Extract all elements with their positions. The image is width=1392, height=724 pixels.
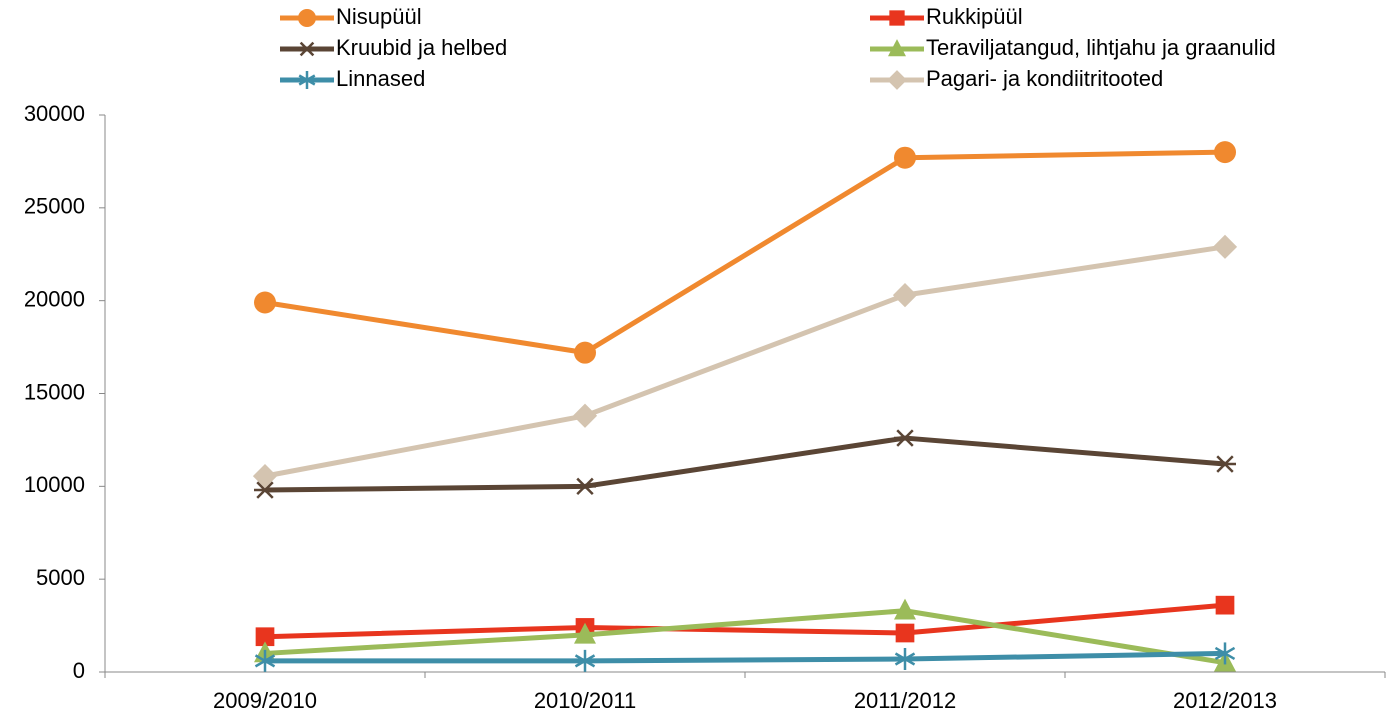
legend-label: Pagari- ja kondiitritooted [926,66,1163,91]
marker [574,622,596,644]
marker-shape [1212,234,1238,259]
marker [888,39,906,57]
marker [1215,595,1235,615]
marker [574,649,596,672]
marker [1214,455,1236,473]
y-tick-label: 20000 [24,286,85,311]
marker-shape [574,622,596,644]
marker-stroke [254,654,276,668]
marker-shape [1214,141,1236,164]
marker [895,623,915,643]
legend-label: Linnased [336,66,425,91]
marker [298,9,316,27]
series-line [264,608,1226,666]
series-line [264,602,1226,640]
series-line [265,650,1226,664]
marker [298,71,316,89]
x-tick-label: 2011/2012 [854,688,956,713]
marker [889,10,905,26]
marker-shape [574,341,596,364]
marker [894,429,916,447]
y-tick-label: 5000 [36,565,85,590]
y-tick-label: 0 [73,658,85,683]
marker-stroke [298,74,316,86]
marker [254,649,276,672]
marker [894,648,916,671]
marker-shape [298,9,316,27]
marker [887,70,907,90]
y-tick-label: 30000 [24,101,85,126]
legend-label: Kruubid ja helbed [336,35,507,60]
marker-stroke [1214,646,1236,661]
series-line [264,244,1226,479]
marker [1214,642,1236,665]
marker [894,598,916,620]
legend-label: Nisupüül [336,4,422,29]
marker-shape [572,403,598,428]
marker [254,291,276,314]
series-line [264,435,1226,493]
marker-shape [254,291,276,314]
marker [574,341,596,364]
marker [894,146,916,169]
legend-label: Rukkipüül [926,4,1023,29]
marker [1212,234,1238,259]
legend-label: Teraviljatangud, lihtjahu ja graanulid [926,35,1276,60]
marker-shape [887,70,907,90]
marker [298,41,316,57]
marker [1214,141,1236,164]
x-tick-label: 2012/2013 [1173,688,1277,713]
marker-shape [892,282,918,308]
marker [252,464,278,489]
x-tick-label: 2010/2011 [534,688,636,713]
marker [255,627,275,647]
y-tick-label: 15000 [24,379,85,404]
marker-shape [894,598,916,620]
y-tick-label: 25000 [24,194,85,219]
marker-shape [1215,595,1235,615]
marker-shape [894,146,916,169]
marker-shape [255,627,275,647]
marker-shape [888,39,906,57]
marker-shape [895,623,915,643]
marker [572,403,598,428]
marker-shape [889,10,905,26]
marker [892,282,918,308]
x-tick-label: 2009/2010 [213,688,317,713]
marker-shape [252,464,278,489]
series-line [264,149,1226,356]
marker [574,477,596,495]
marker-stroke [574,654,596,668]
marker-stroke [894,652,916,666]
y-tick-label: 10000 [24,472,85,497]
marker [254,481,276,499]
